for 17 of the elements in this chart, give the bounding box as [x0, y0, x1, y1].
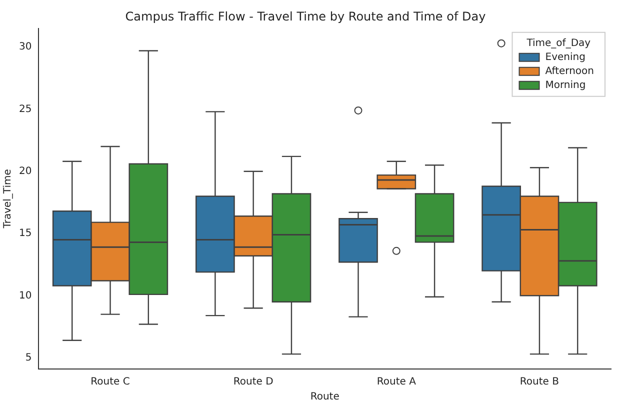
- legend-title: Time_of_Day: [526, 38, 591, 49]
- x-axis-title: Route: [310, 392, 340, 403]
- x-tick-label: Route B: [520, 376, 560, 388]
- y-tick-label: 10: [18, 290, 32, 302]
- y-tick-label: 20: [18, 166, 32, 177]
- y-tick-label: 5: [25, 352, 32, 364]
- chart-title: Campus Traffic Flow - Travel Time by Route and Time of Day: [125, 9, 486, 24]
- x-tick-label: Route D: [233, 376, 274, 388]
- legend-label: Evening: [545, 52, 586, 63]
- y-tick-label: 25: [18, 104, 32, 115]
- legend-label: Afternoon: [545, 66, 594, 77]
- x-tick-label: Route A: [376, 376, 416, 388]
- legend-label: Morning: [545, 80, 586, 91]
- y-tick-label: 15: [18, 228, 32, 240]
- x-tick-label: Route C: [90, 376, 130, 388]
- y-axis-title: Travel_Time: [2, 169, 14, 230]
- y-tick-label: 30: [18, 42, 32, 53]
